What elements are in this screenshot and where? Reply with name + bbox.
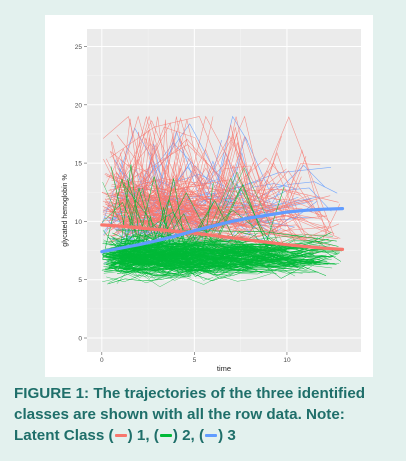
raw-trajectory-line — [104, 252, 323, 263]
raw-trajectory-line — [116, 144, 331, 214]
x-axis-title: time — [217, 364, 231, 373]
raw-trajectory-line — [113, 193, 221, 222]
raw-trajectory-line — [105, 168, 287, 218]
raw-trajectory-line — [120, 254, 327, 264]
raw-trajectory-line — [106, 178, 188, 256]
y-tick-label: 0 — [78, 336, 82, 343]
raw-trajectory-line — [113, 198, 310, 238]
figure-caption: FIGURE 1: The trajectories of the three … — [14, 383, 398, 446]
raw-trajectory-line — [104, 173, 312, 210]
raw-trajectory-line — [117, 197, 274, 214]
class-3-trend-line — [100, 207, 345, 254]
raw-trajectory-line — [118, 191, 265, 219]
class-3-legend-key — [205, 434, 218, 438]
caption-line-3d: ) 3 — [218, 427, 236, 444]
raw-trajectory-line — [127, 249, 264, 266]
plot-area: 0 5 10 15 20 25 0 5 10 time glycated hemoglobin % — [45, 15, 373, 377]
raw-trajectory-line — [105, 244, 302, 252]
y-tick-label: 25 — [75, 44, 83, 51]
y-tick-label: 5 — [78, 277, 82, 284]
raw-trajectory-line — [117, 133, 277, 226]
raw-trajectory-line — [123, 137, 321, 220]
raw-trajectory-line — [125, 248, 242, 258]
raw-trajectory-line — [122, 115, 266, 205]
y-axis-title: glycated hemoglobin % — [62, 174, 69, 246]
raw-trajectory-line — [107, 184, 212, 207]
raw-trajectory-line — [110, 162, 340, 239]
x-tick-label: 0 — [100, 357, 104, 364]
raw-trajectory-line — [107, 269, 232, 285]
caption-line-1: FIGURE 1: The trajectories of the three … — [14, 385, 366, 402]
class-1-legend-key — [114, 434, 127, 438]
y-tick-label: 15 — [75, 161, 83, 168]
raw-trajectory-line — [125, 201, 330, 232]
trajectory-chart: 0 5 10 15 20 25 0 5 10 time glycated hemoglobin % — [62, 29, 361, 373]
raw-trajectory-line — [115, 178, 210, 194]
raw-trajectory-line — [111, 115, 301, 200]
raw-trajectory-line — [128, 264, 219, 274]
raw-trajectory-line — [111, 175, 294, 209]
raw-trajectory-line — [114, 127, 266, 216]
raw-trajectory-line — [119, 135, 282, 221]
raw-trajectory-line — [106, 274, 178, 288]
raw-trajectory-line — [109, 116, 334, 236]
y-tick-label: 10 — [75, 219, 83, 226]
raw-trajectory-line — [121, 174, 184, 228]
x-tick-label: 5 — [193, 357, 197, 364]
raw-trajectory-line — [113, 251, 290, 266]
raw-trajectory-line — [119, 193, 326, 218]
raw-trajectory-line — [111, 238, 251, 255]
raw-trajectory-line — [128, 124, 246, 208]
raw-trajectory-line — [121, 243, 265, 259]
x-tick-label: 10 — [283, 357, 291, 364]
raw-trajectory-line — [104, 170, 301, 229]
raw-trajectory-line — [120, 258, 332, 269]
raw-trajectory-line — [120, 196, 268, 233]
caption-line-2: classes are shown with all the row data.… — [14, 406, 345, 423]
raw-trajectory-line — [127, 265, 240, 277]
raw-trajectory-line — [102, 270, 272, 285]
caption-line-3c: ) 2, ( — [172, 427, 205, 444]
raw-trajectory-line — [104, 267, 295, 274]
raw-trajectory-line — [101, 126, 320, 219]
raw-trajectory-line — [108, 211, 271, 270]
caption-line-3a: Latent Class ( — [14, 427, 114, 444]
caption-line-3b: ) 1, ( — [127, 427, 159, 444]
figure-frame: 0 5 10 15 20 25 0 5 10 time glycated hemoglobin % … — [3, 3, 401, 456]
class-2-legend-key — [159, 434, 172, 438]
raw-trajectory-line — [123, 240, 338, 256]
raw-trajectory-line — [112, 232, 335, 268]
class-1-trend-line — [100, 223, 345, 251]
y-tick-label: 20 — [75, 102, 83, 109]
raw-trajectory-line — [106, 245, 258, 264]
raw-trajectory-line — [101, 201, 225, 261]
class-2-raw-lines — [101, 164, 343, 288]
raw-trajectory-line — [122, 233, 186, 248]
